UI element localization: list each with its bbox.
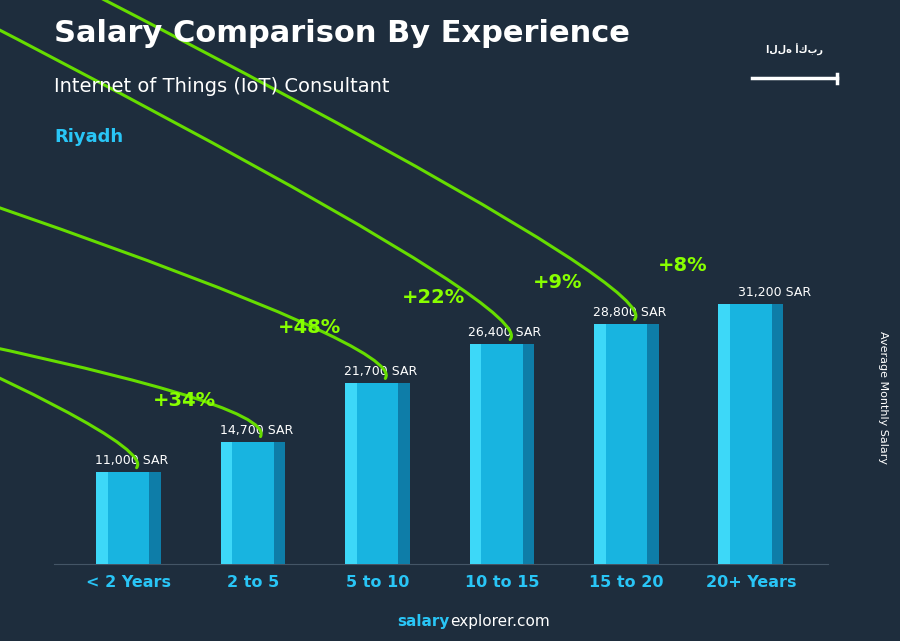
Bar: [594, 324, 659, 564]
Bar: [718, 304, 783, 564]
Bar: [647, 324, 659, 564]
Text: الله أكبر: الله أكبر: [766, 44, 823, 56]
Bar: [771, 304, 783, 564]
Text: Average Monthly Salary: Average Monthly Salary: [878, 331, 887, 464]
Text: 28,800 SAR: 28,800 SAR: [593, 306, 666, 319]
Text: Salary Comparison By Experience: Salary Comparison By Experience: [54, 19, 630, 48]
Text: +34%: +34%: [153, 391, 216, 410]
Text: salary: salary: [398, 615, 450, 629]
Bar: [594, 324, 606, 564]
Text: +8%: +8%: [658, 256, 707, 275]
Text: explorer.com: explorer.com: [450, 615, 550, 629]
Bar: [346, 383, 410, 564]
Bar: [470, 344, 482, 564]
Text: 31,200 SAR: 31,200 SAR: [738, 286, 812, 299]
Text: Internet of Things (IoT) Consultant: Internet of Things (IoT) Consultant: [54, 77, 390, 96]
Bar: [220, 442, 285, 564]
Text: +9%: +9%: [533, 274, 582, 292]
Bar: [346, 383, 356, 564]
Text: 26,400 SAR: 26,400 SAR: [468, 326, 542, 339]
Text: 21,700 SAR: 21,700 SAR: [344, 365, 418, 378]
Text: 14,700 SAR: 14,700 SAR: [220, 424, 292, 437]
Text: +22%: +22%: [402, 288, 465, 306]
Text: 11,000 SAR: 11,000 SAR: [95, 454, 168, 467]
Bar: [470, 344, 535, 564]
Bar: [718, 304, 730, 564]
Bar: [220, 442, 232, 564]
Bar: [96, 472, 161, 564]
Text: Riyadh: Riyadh: [54, 128, 123, 146]
Bar: [523, 344, 535, 564]
Text: +48%: +48%: [277, 319, 341, 337]
Bar: [96, 472, 108, 564]
Bar: [274, 442, 285, 564]
Bar: [149, 472, 161, 564]
Bar: [398, 383, 410, 564]
